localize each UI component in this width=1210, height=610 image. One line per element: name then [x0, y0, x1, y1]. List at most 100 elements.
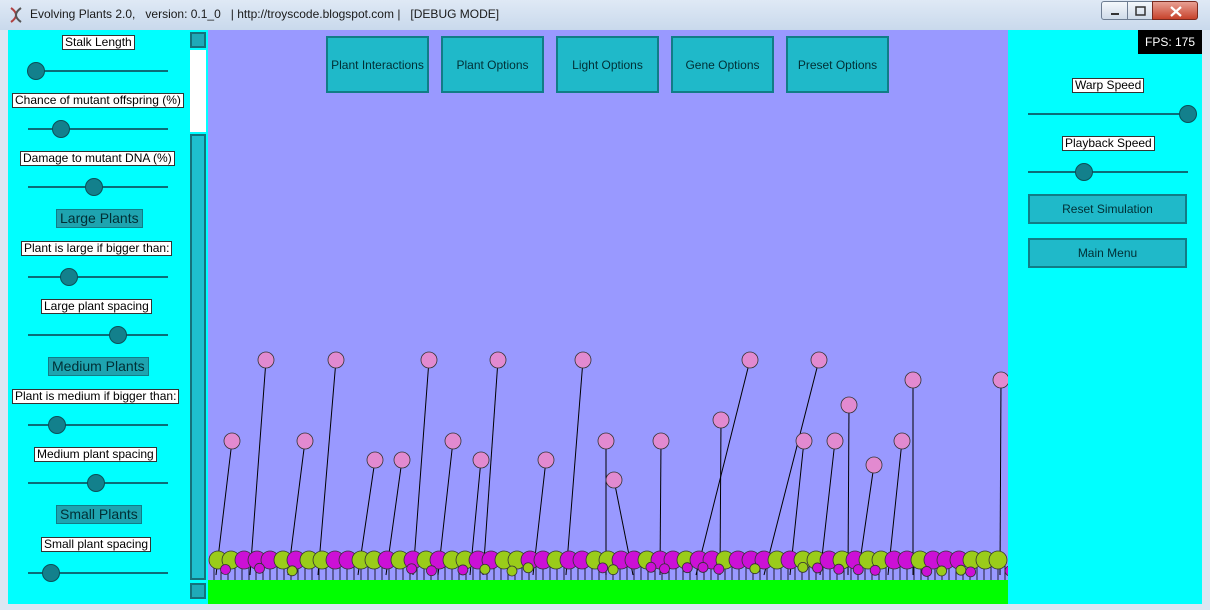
- small-plant: [220, 564, 231, 575]
- plant-options-button[interactable]: Plant Options: [441, 36, 544, 93]
- mutant-chance-slider[interactable]: [28, 128, 168, 130]
- playback-speed-slider[interactable]: [1028, 171, 1188, 173]
- window-title: Evolving Plants 2.0, version: 0.1_0 | ht…: [30, 7, 500, 21]
- small-plant: [852, 564, 864, 576]
- small-plants-section: Small Plants: [56, 505, 142, 524]
- medium-threshold-label: Plant is medium if bigger than:: [12, 389, 180, 404]
- small-plant: [406, 563, 417, 575]
- medium-threshold-slider[interactable]: [28, 424, 168, 426]
- mutant-damage-knob[interactable]: [85, 178, 103, 196]
- simulation-view[interactable]: [208, 30, 1008, 604]
- maximize-button[interactable]: [1127, 1, 1153, 20]
- small-plant: [286, 565, 298, 577]
- large-threshold-slider[interactable]: [28, 276, 168, 278]
- small-plant: [479, 563, 491, 575]
- scroll-up-button[interactable]: [190, 32, 206, 48]
- mutant-damage-label: Damage to mutant DNA (%): [20, 151, 175, 166]
- flower-head: [826, 432, 844, 450]
- small-plant: [659, 563, 670, 575]
- close-icon: [1170, 6, 1182, 17]
- small-plant: [921, 566, 933, 577]
- gene-options-button[interactable]: Gene Options: [671, 36, 774, 93]
- stalk-length-slider[interactable]: [28, 70, 168, 72]
- stalk-length-knob[interactable]: [27, 62, 45, 80]
- plant-stalk: [482, 359, 499, 576]
- flower-head: [393, 451, 411, 469]
- scroll-down-button[interactable]: [190, 583, 206, 599]
- plant-stalk: [819, 440, 836, 576]
- flower-head: [366, 451, 384, 469]
- medium-plants-section: Medium Plants: [48, 357, 149, 376]
- small-plant: [869, 564, 881, 576]
- small-plant: [697, 562, 709, 573]
- small-spacing-slider[interactable]: [28, 572, 168, 574]
- playback-speed-label: Playback Speed: [1062, 136, 1155, 151]
- light-options-button[interactable]: Light Options: [556, 36, 659, 93]
- small-plant: [597, 562, 609, 574]
- flower-head: [840, 396, 858, 414]
- scroll-thumb[interactable]: [190, 134, 206, 580]
- plant-stalk: [412, 359, 430, 576]
- plant-stalk: [763, 359, 820, 576]
- reset-simulation-button[interactable]: Reset Simulation: [1028, 194, 1187, 224]
- plant-interactions-button[interactable]: Plant Interactions: [326, 36, 429, 93]
- large-spacing-label: Large plant spacing: [41, 299, 152, 314]
- flower-head: [893, 432, 911, 450]
- small-plant: [645, 561, 657, 573]
- small-plant: [936, 565, 948, 577]
- title-bar: Evolving Plants 2.0, version: 0.1_0 | ht…: [0, 0, 1210, 30]
- flower-head: [904, 371, 922, 389]
- maximize-icon: [1135, 6, 1146, 16]
- stalk-length-label: Stalk Length: [62, 35, 135, 50]
- flower-head: [327, 351, 345, 369]
- flower-head: [296, 432, 314, 450]
- small-plant: [965, 566, 977, 578]
- minimize-icon: [1111, 13, 1119, 15]
- flower-head: [537, 451, 555, 469]
- flower-head: [574, 351, 592, 369]
- small-spacing-knob[interactable]: [42, 564, 60, 582]
- small-plant: [607, 564, 619, 576]
- medium-threshold-knob[interactable]: [48, 416, 66, 434]
- playback-speed-knob[interactable]: [1075, 163, 1093, 181]
- close-button[interactable]: [1152, 1, 1198, 20]
- plant-stalk: [695, 359, 751, 576]
- mutant-chance-knob[interactable]: [52, 120, 70, 138]
- flower-head: [472, 451, 490, 469]
- medium-spacing-label: Medium plant spacing: [34, 447, 157, 462]
- small-plant: [1004, 565, 1008, 576]
- flower-head: [741, 351, 759, 369]
- small-spacing-label: Small plant spacing: [41, 537, 152, 552]
- small-plant: [522, 562, 534, 574]
- large-threshold-knob[interactable]: [60, 268, 78, 286]
- flower-head: [795, 432, 813, 450]
- fps-counter: FPS: 175: [1138, 30, 1202, 54]
- warp-speed-label: Warp Speed: [1072, 78, 1145, 93]
- small-plant: [797, 561, 809, 573]
- ground: [208, 580, 1008, 604]
- plant-stalk: [317, 359, 337, 576]
- warp-speed-knob[interactable]: [1179, 105, 1197, 123]
- flower-head: [444, 432, 462, 450]
- small-plant: [254, 562, 265, 574]
- flower-head: [712, 411, 730, 429]
- main-menu-button[interactable]: Main Menu: [1028, 238, 1187, 268]
- green-plant: [988, 550, 1008, 570]
- preset-options-button[interactable]: Preset Options: [786, 36, 889, 93]
- flower-head: [223, 432, 241, 450]
- minimize-button[interactable]: [1101, 1, 1128, 20]
- small-plant: [426, 565, 437, 577]
- plant-stalk: [999, 379, 1002, 576]
- plant-stalk: [847, 404, 850, 576]
- plant-field: [208, 351, 1008, 580]
- warp-speed-slider[interactable]: [1028, 113, 1188, 115]
- small-plant: [833, 563, 845, 575]
- large-spacing-knob[interactable]: [109, 326, 127, 344]
- flower-head: [810, 351, 828, 369]
- small-plant: [713, 563, 725, 575]
- scroll-track-gap[interactable]: [190, 50, 206, 132]
- large-spacing-slider[interactable]: [28, 334, 168, 336]
- mutant-chance-label: Chance of mutant offspring (%): [12, 93, 184, 108]
- medium-spacing-knob[interactable]: [87, 474, 105, 492]
- small-plant: [457, 564, 469, 576]
